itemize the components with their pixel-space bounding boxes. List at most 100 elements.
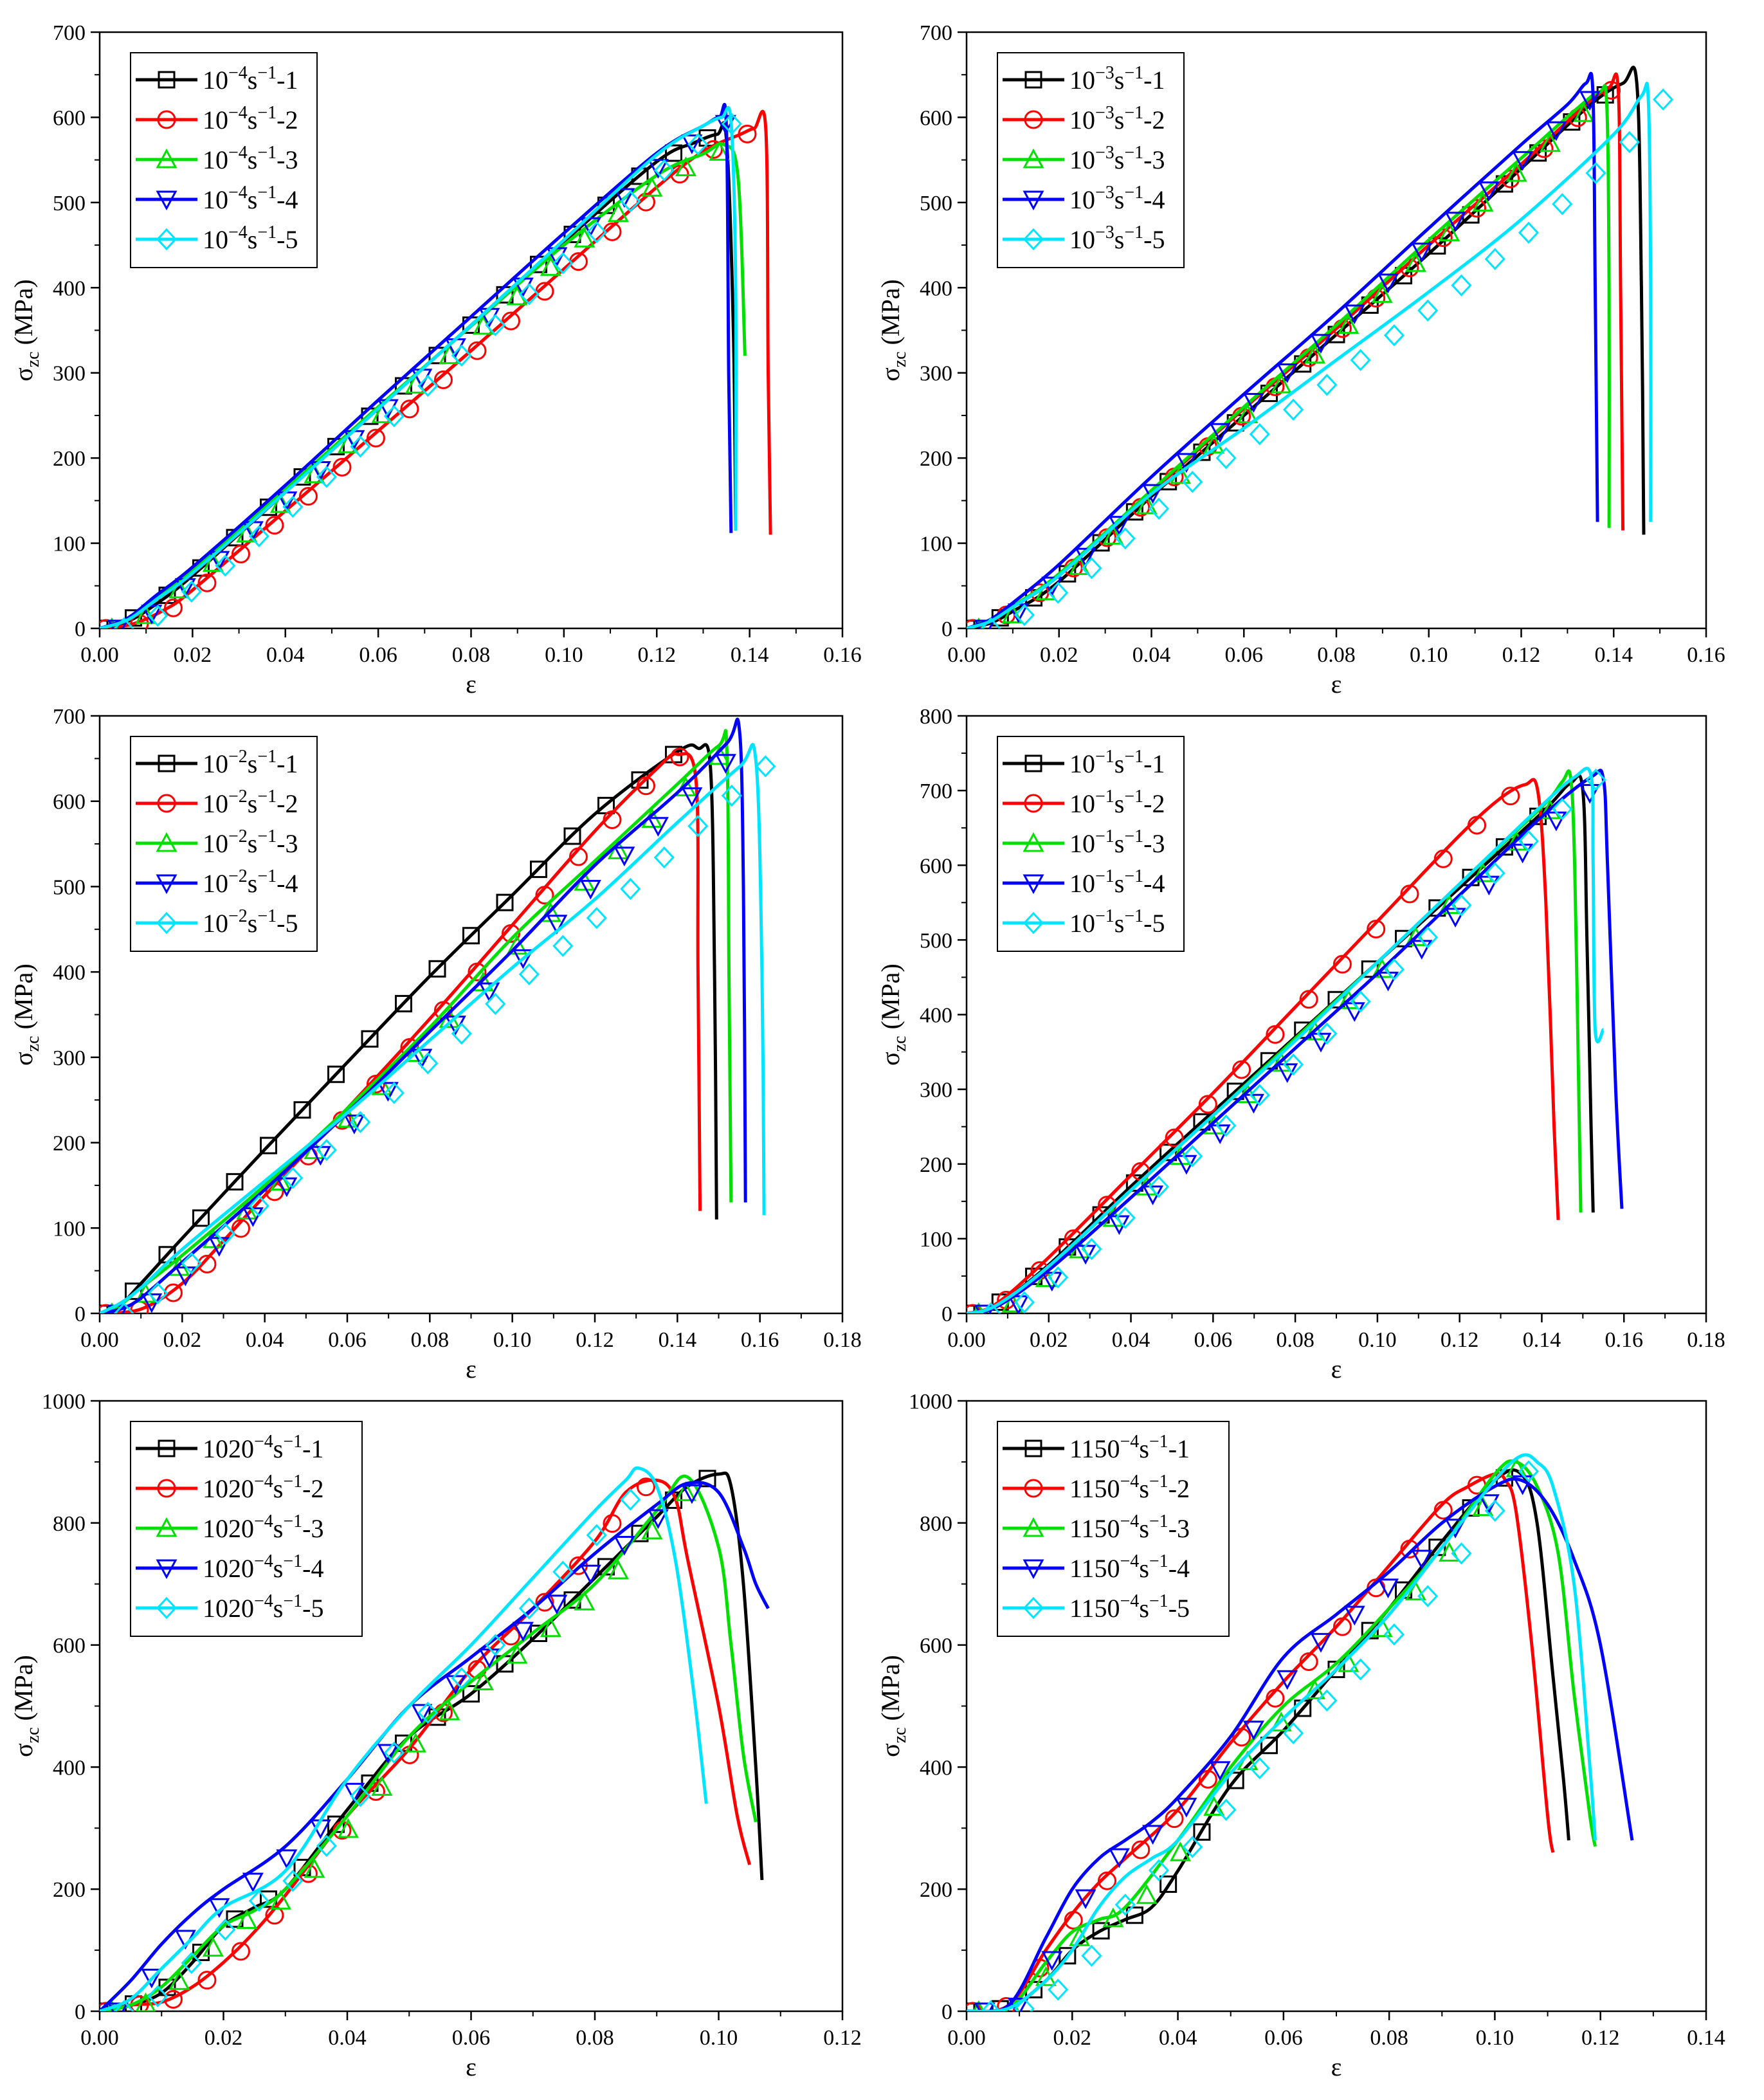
legend-unit: s	[273, 1474, 284, 1503]
data-marker	[1108, 1848, 1130, 1868]
data-marker	[1444, 212, 1466, 232]
y-label-unit: (MPa)	[876, 963, 905, 1036]
data-marker	[1484, 862, 1505, 884]
data-marker	[1209, 1761, 1231, 1781]
data-marker	[147, 1985, 168, 2007]
data-marker	[563, 827, 581, 845]
legend-unit: s	[273, 1594, 284, 1623]
y-axis-label: σzc (MPa)	[9, 963, 43, 1066]
data-marker	[1377, 273, 1399, 294]
data-marker	[1545, 121, 1567, 142]
data-marker	[1552, 193, 1573, 215]
data-marker	[1310, 1632, 1332, 1653]
legend-unit: s	[273, 1514, 284, 1543]
data-marker	[675, 1481, 696, 1501]
x-tick-label: 0.02	[1030, 1328, 1068, 1352]
x-tick-label: 0.08	[1317, 643, 1356, 667]
legend-exp: −4	[254, 1551, 273, 1571]
data-marker	[236, 522, 258, 543]
data-marker	[980, 1302, 1001, 1313]
series-line-5	[967, 767, 1605, 1313]
series-line-2	[100, 109, 772, 628]
data-marker	[248, 1194, 269, 1218]
legend-exp2: −1	[1149, 1472, 1168, 1492]
legend-label: 1150−4s−1-5	[1069, 1591, 1190, 1623]
legend-prefix: 10	[203, 66, 228, 95]
series-line-4	[100, 717, 747, 1313]
chart-panel-d: 0.00 0.02 0.04 0.06 0.08 0.10 0.12 0.14 0.16 0.18…	[876, 705, 1725, 1383]
data-marker	[1215, 446, 1237, 470]
legend-unit: s	[1114, 789, 1125, 818]
legend-unit: s	[1114, 185, 1125, 214]
data-marker	[1433, 849, 1453, 868]
y-tick-label: 300	[920, 362, 952, 386]
y-tick-label: 400	[920, 1004, 952, 1028]
legend-marker	[158, 754, 176, 772]
legend-prefix: 10	[1069, 829, 1095, 858]
data-marker	[231, 1942, 250, 1961]
y-tick-label: 400	[920, 1756, 952, 1780]
data-marker	[546, 1594, 568, 1615]
series-line-3	[100, 1474, 758, 2011]
y-label-sub: zc	[23, 351, 43, 367]
legend-suffix: -3	[1143, 829, 1165, 858]
legend-prefix: 10	[1069, 225, 1095, 254]
legend-suffix: -2	[302, 1474, 323, 1503]
data-marker	[641, 177, 663, 197]
data-marker	[1283, 1722, 1304, 1744]
legend-exp: −4	[1120, 1432, 1140, 1452]
legend-exp: −2	[228, 906, 248, 926]
data-marker	[395, 994, 412, 1012]
legend-suffix: -5	[277, 225, 298, 254]
data-marker	[316, 1138, 337, 1162]
legend-marker	[157, 794, 176, 813]
data-marker	[1417, 299, 1439, 322]
x-tick-label: 0.18	[823, 1328, 862, 1352]
y-tick-label: 0	[941, 1302, 952, 1326]
data-marker	[1277, 1670, 1298, 1690]
x-tick-label: 0.06	[1225, 643, 1264, 667]
legend-prefix: 1150	[1069, 1474, 1120, 1503]
legend-unit: s	[1139, 1554, 1149, 1583]
legend-unit: s	[1114, 145, 1125, 174]
data-marker	[974, 619, 996, 628]
legend-exp2: −1	[1124, 103, 1143, 123]
data-marker	[265, 516, 284, 535]
data-marker	[405, 1733, 426, 1753]
x-tick-label: 0.06	[328, 1328, 367, 1352]
data-marker	[181, 1951, 202, 1975]
legend-exp2: −1	[283, 1432, 302, 1452]
data-marker	[1041, 1272, 1063, 1292]
legend-prefix: 10	[203, 789, 228, 818]
data-marker	[670, 747, 689, 767]
series-line-2	[967, 1472, 1555, 2011]
legend-prefix: 10	[203, 225, 228, 254]
data-marker	[1131, 1840, 1150, 1859]
data-marker	[1193, 1823, 1211, 1841]
data-marker	[1512, 843, 1534, 864]
data-marker	[1142, 1825, 1164, 1845]
x-tick-label: 0.04	[1112, 1328, 1150, 1352]
data-marker	[1048, 1978, 1069, 2001]
data-marker	[451, 344, 472, 367]
data-marker	[1125, 1174, 1143, 1192]
legend-suffix: -1	[277, 749, 298, 778]
data-marker	[1411, 1549, 1433, 1570]
y-label-sub: zc	[890, 1727, 910, 1743]
data-marker	[1400, 1539, 1419, 1558]
legend-label: 10−1s−1-1	[1069, 747, 1165, 778]
data-marker	[1361, 1621, 1379, 1639]
legend-suffix: -1	[1143, 66, 1165, 95]
data-marker	[1534, 139, 1554, 158]
data-marker	[1411, 940, 1433, 960]
legend-exp: −3	[1095, 183, 1114, 203]
legend-marker	[1023, 832, 1044, 852]
legend-unit: s	[248, 869, 258, 898]
data-marker	[1304, 1679, 1326, 1699]
x-axis-label: ε	[466, 2052, 477, 2081]
x-tick-label: 0.04	[1159, 2026, 1197, 2050]
legend: 10−4s−1-110−4s−1-210−4s−1-310−4s−1-410−4…	[130, 52, 318, 268]
legend-unit: s	[248, 225, 258, 254]
data-marker	[1114, 527, 1136, 550]
data-marker	[1266, 1688, 1285, 1708]
